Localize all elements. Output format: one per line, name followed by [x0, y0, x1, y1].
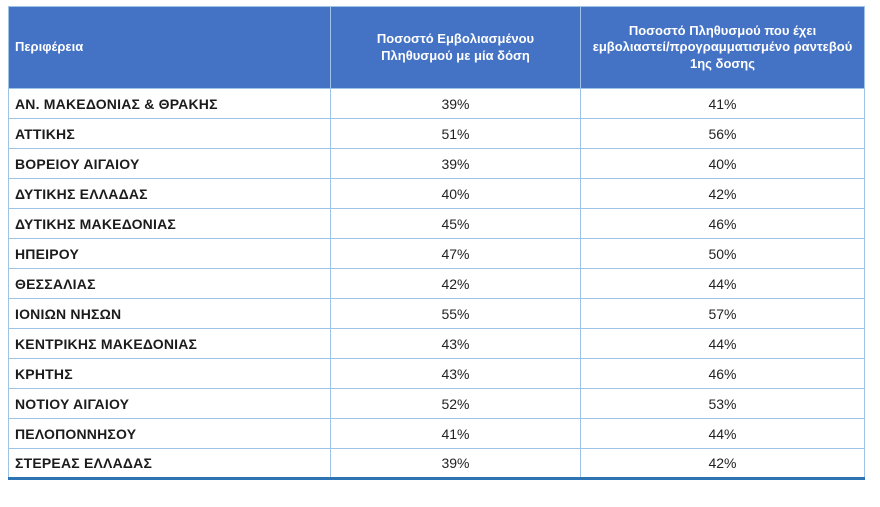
region-cell: ΚΡΗΤΗΣ [8, 358, 331, 389]
scheduled-cell: 44% [580, 328, 865, 359]
table-body: ΑΝ. ΜΑΚΕΔΟΝΙΑΣ & ΘΡΑΚΗΣ 39% 41% ΑΤΤΙΚΗΣ … [8, 88, 865, 479]
region-cell: ΘΕΣΣΑΛΙΑΣ [8, 268, 331, 299]
scheduled-cell: 40% [580, 148, 865, 179]
header-cell-region: Περιφέρεια [8, 6, 331, 89]
one-dose-cell: 39% [330, 88, 581, 119]
scheduled-cell: 57% [580, 298, 865, 329]
scheduled-cell: 46% [580, 208, 865, 239]
scheduled-cell: 53% [580, 388, 865, 419]
one-dose-cell: 42% [330, 268, 581, 299]
region-cell: ΣΤΕΡΕΑΣ ΕΛΛΑΔΑΣ [8, 448, 331, 479]
table-row: ΑΝ. ΜΑΚΕΔΟΝΙΑΣ & ΘΡΑΚΗΣ 39% 41% [8, 88, 865, 119]
region-cell: ΑΤΤΙΚΗΣ [8, 118, 331, 149]
scheduled-cell: 41% [580, 88, 865, 119]
table-row: ΚΡΗΤΗΣ 43% 46% [8, 358, 865, 389]
scheduled-cell: 50% [580, 238, 865, 269]
one-dose-cell: 39% [330, 448, 581, 479]
header-cell-one-dose: Ποσοστό Εμβολιασμένου Πληθυσμού με μία δ… [330, 6, 581, 89]
table-row: ΚΕΝΤΡΙΚΗΣ ΜΑΚΕΔΟΝΙΑΣ 43% 44% [8, 328, 865, 359]
table-row: ΠΕΛΟΠΟΝΝΗΣΟΥ 41% 44% [8, 418, 865, 449]
region-cell: ΔΥΤΙΚΗΣ ΜΑΚΕΔΟΝΙΑΣ [8, 208, 331, 239]
one-dose-cell: 55% [330, 298, 581, 329]
region-cell: ΑΝ. ΜΑΚΕΔΟΝΙΑΣ & ΘΡΑΚΗΣ [8, 88, 331, 119]
scheduled-cell: 56% [580, 118, 865, 149]
table-row: ΙΟΝΙΩΝ ΝΗΣΩΝ 55% 57% [8, 298, 865, 329]
region-cell: ΒΟΡΕΙΟΥ ΑΙΓΑΙΟΥ [8, 148, 331, 179]
one-dose-cell: 47% [330, 238, 581, 269]
table-row: ΣΤΕΡΕΑΣ ΕΛΛΑΔΑΣ 39% 42% [8, 448, 865, 479]
scheduled-cell: 44% [580, 268, 865, 299]
table-row: ΔΥΤΙΚΗΣ ΕΛΛΑΔΑΣ 40% 42% [8, 178, 865, 209]
region-cell: ΔΥΤΙΚΗΣ ΕΛΛΑΔΑΣ [8, 178, 331, 209]
one-dose-cell: 52% [330, 388, 581, 419]
table-row: ΑΤΤΙΚΗΣ 51% 56% [8, 118, 865, 149]
table-row: ΔΥΤΙΚΗΣ ΜΑΚΕΔΟΝΙΑΣ 45% 46% [8, 208, 865, 239]
scheduled-cell: 46% [580, 358, 865, 389]
one-dose-cell: 43% [330, 358, 581, 389]
scheduled-cell: 42% [580, 178, 865, 209]
region-cell: ΙΟΝΙΩΝ ΝΗΣΩΝ [8, 298, 331, 329]
one-dose-cell: 40% [330, 178, 581, 209]
vaccination-table: Περιφέρεια Ποσοστό Εμβολιασμένου Πληθυσμ… [8, 6, 865, 480]
region-cell: ΠΕΛΟΠΟΝΝΗΣΟΥ [8, 418, 331, 449]
table-header: Περιφέρεια Ποσοστό Εμβολιασμένου Πληθυσμ… [8, 6, 865, 89]
region-cell: ΚΕΝΤΡΙΚΗΣ ΜΑΚΕΔΟΝΙΑΣ [8, 328, 331, 359]
one-dose-cell: 51% [330, 118, 581, 149]
one-dose-cell: 43% [330, 328, 581, 359]
table-row: ΝΟΤΙΟΥ ΑΙΓΑΙΟΥ 52% 53% [8, 388, 865, 419]
table-row: ΗΠΕΙΡΟΥ 47% 50% [8, 238, 865, 269]
region-cell: ΝΟΤΙΟΥ ΑΙΓΑΙΟΥ [8, 388, 331, 419]
table-row: ΘΕΣΣΑΛΙΑΣ 42% 44% [8, 268, 865, 299]
one-dose-cell: 45% [330, 208, 581, 239]
one-dose-cell: 39% [330, 148, 581, 179]
scheduled-cell: 42% [580, 448, 865, 479]
one-dose-cell: 41% [330, 418, 581, 449]
header-cell-scheduled: Ποσοστό Πληθυσμού που έχει εμβολιαστεί/π… [580, 6, 865, 89]
header-row: Περιφέρεια Ποσοστό Εμβολιασμένου Πληθυσμ… [8, 6, 865, 89]
region-cell: ΗΠΕΙΡΟΥ [8, 238, 331, 269]
scheduled-cell: 44% [580, 418, 865, 449]
table-row: ΒΟΡΕΙΟΥ ΑΙΓΑΙΟΥ 39% 40% [8, 148, 865, 179]
